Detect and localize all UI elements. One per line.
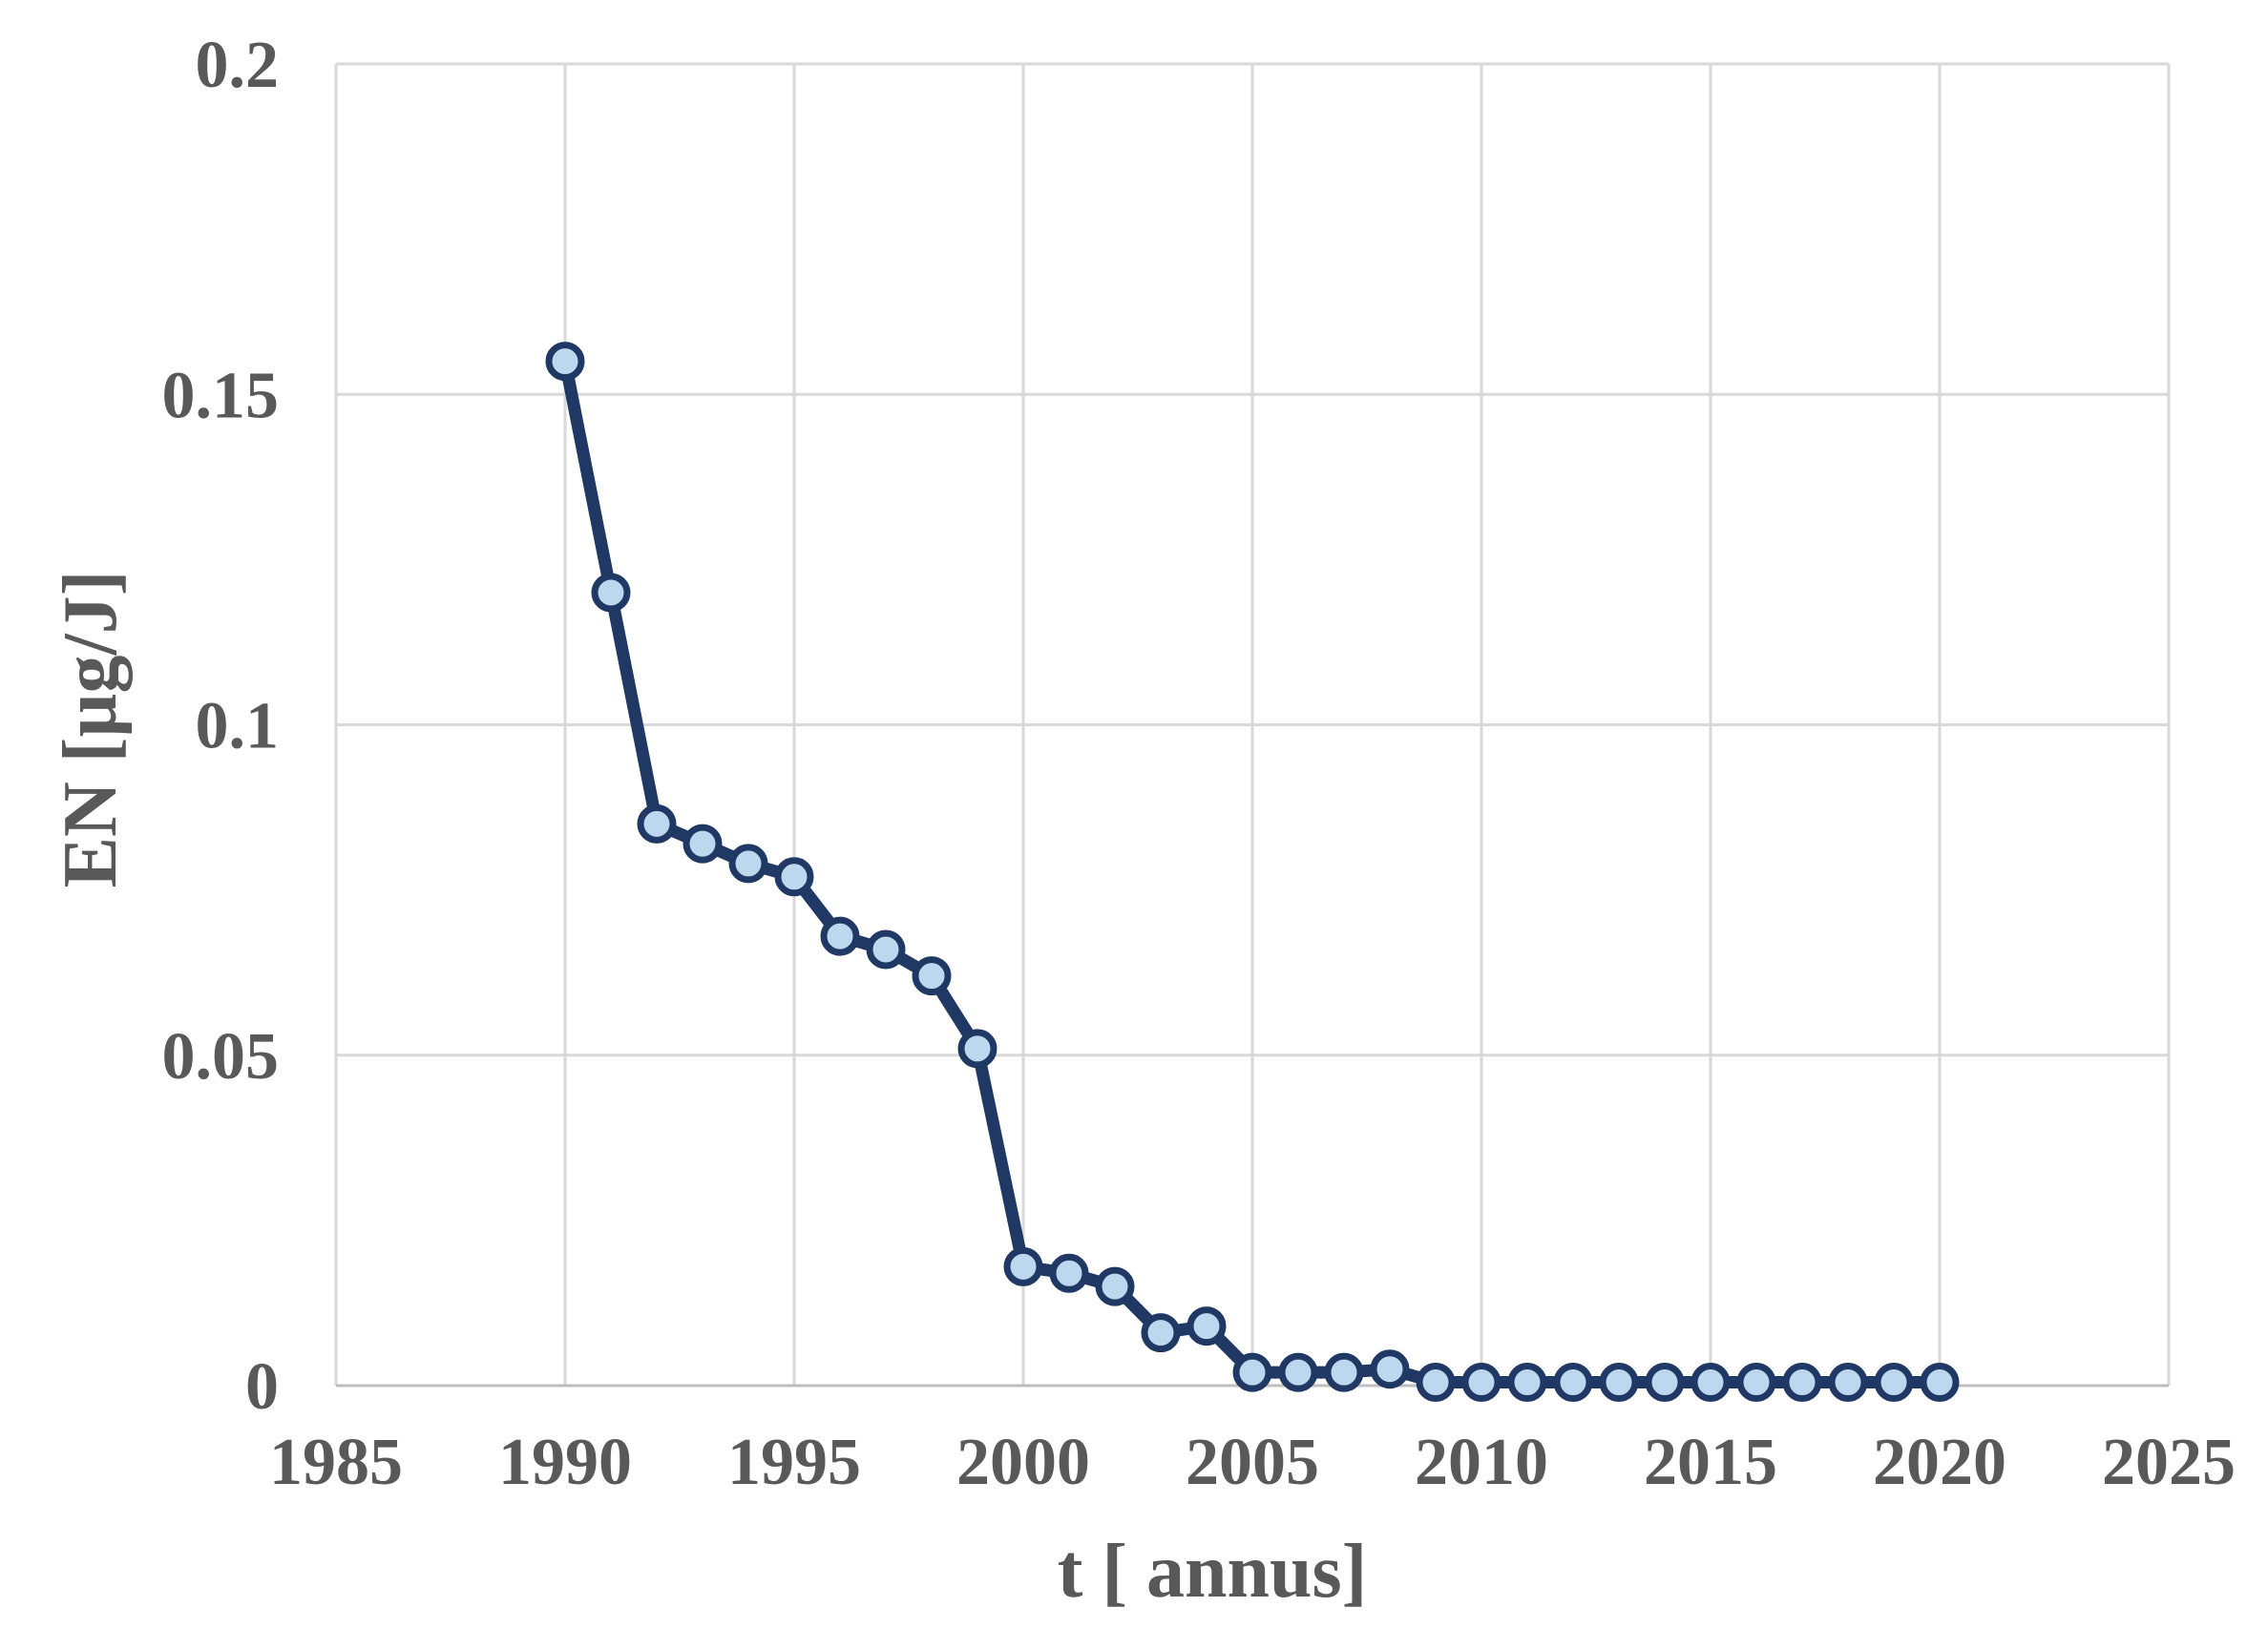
data-point-2003: [1141, 1313, 1181, 1353]
data-point-1991: [591, 573, 631, 613]
data-point-2020: [1920, 1363, 1960, 1403]
data-point-2019: [1874, 1363, 1914, 1403]
data-point-2016: [1736, 1363, 1776, 1403]
x-tick-1995: 1995: [727, 1426, 861, 1499]
y-tick-labels: 0 0.05 0.1 0.15 0.2: [162, 29, 280, 1424]
data-point-2018: [1828, 1363, 1868, 1403]
x-tick-2000: 2000: [956, 1426, 1090, 1499]
x-tick-2020: 2020: [1873, 1426, 2006, 1499]
x-axis-title: t [ annus]: [1058, 1530, 1368, 1614]
data-point-2010: [1461, 1363, 1502, 1403]
data-point-1998: [912, 956, 952, 996]
data-markers: [545, 342, 1960, 1403]
x-tick-labels: 1985 1990 1995 2000 2005 2010 2015 2020 2025: [269, 1426, 2236, 1499]
data-point-2014: [1645, 1363, 1685, 1403]
data-point-2009: [1416, 1363, 1456, 1403]
x-tick-2010: 2010: [1415, 1426, 1548, 1499]
data-point-2012: [1553, 1363, 1593, 1403]
x-tick-2005: 2005: [1186, 1426, 1319, 1499]
data-point-2001: [1049, 1253, 1089, 1293]
y-tick-0.2: 0.2: [196, 29, 280, 102]
y-tick-0.15: 0.15: [162, 359, 280, 432]
x-tick-1990: 1990: [498, 1426, 632, 1499]
data-point-2004: [1186, 1306, 1227, 1346]
data-point-1997: [866, 929, 906, 970]
data-point-2005: [1232, 1352, 1272, 1392]
y-tick-0.05: 0.05: [162, 1020, 280, 1094]
data-point-2013: [1599, 1363, 1639, 1403]
data-point-1993: [682, 824, 723, 864]
data-point-1994: [728, 844, 768, 884]
y-tick-0.1: 0.1: [196, 690, 280, 763]
data-point-2007: [1324, 1352, 1364, 1392]
data-point-1996: [820, 916, 860, 956]
data-point-2011: [1507, 1363, 1547, 1403]
data-point-2006: [1278, 1352, 1318, 1392]
x-tick-2025: 2025: [2102, 1426, 2236, 1499]
data-point-1995: [774, 857, 814, 897]
data-point-2017: [1782, 1363, 1822, 1403]
data-point-1990: [545, 342, 585, 382]
y-axis-title: EN [µg/J]: [49, 571, 133, 888]
x-tick-2015: 2015: [1644, 1426, 1777, 1499]
data-point-2015: [1690, 1363, 1731, 1403]
data-point-2000: [1003, 1246, 1043, 1286]
y-tick-0: 0: [245, 1350, 279, 1424]
data-point-1992: [637, 804, 677, 844]
x-tick-1985: 1985: [269, 1426, 403, 1499]
data-point-2002: [1095, 1266, 1135, 1306]
data-point-1999: [957, 1029, 998, 1069]
data-point-2008: [1370, 1349, 1410, 1389]
